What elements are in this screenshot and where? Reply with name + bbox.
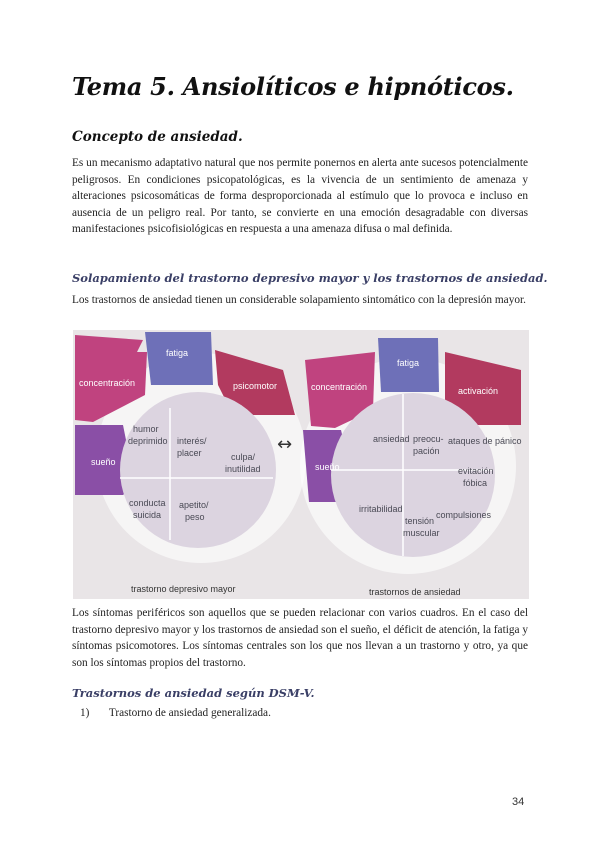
symptom-overlap-figure: concentración fatiga psicomotor sueño hu…	[73, 330, 529, 599]
depression-outer-fatiga: fatiga	[166, 348, 188, 358]
overlap-intro-paragraph: Los trastornos de ansiedad tienen un con…	[72, 294, 526, 306]
page-number: 34	[512, 796, 525, 808]
anxiety-outer-activacion: activación	[458, 386, 498, 396]
overlap-diagram: concentración fatiga psicomotor sueño hu…	[73, 330, 529, 599]
anxiety-inner-tension: tensión muscular	[403, 516, 440, 538]
section-heading-overlap: Solapamiento del trastorno depresivo may…	[72, 271, 548, 285]
depression-diagram: concentración fatiga psicomotor sueño hu…	[75, 332, 306, 594]
anxiety-inner-preocupacion: preocu-pación	[413, 434, 444, 456]
double-arrow-icon: ↔	[277, 434, 292, 455]
depression-core	[120, 392, 276, 548]
anxiety-core	[331, 393, 495, 557]
anxiety-outer-sueno: sueño	[315, 462, 340, 472]
anxiety-inner-evitacion: evitación fóbica	[458, 466, 494, 488]
anxiety-activacion-piece	[445, 352, 521, 425]
anxiety-inner-compulsiones: compulsiones	[436, 510, 492, 520]
depression-fatiga-piece	[145, 332, 213, 385]
depression-caption: trastorno depresivo mayor	[131, 584, 236, 594]
anxiety-concentracion-piece	[305, 352, 375, 428]
depression-inner-culpa: culpa/inutilidad	[225, 452, 261, 474]
anxiety-diagram: concentración fatiga activación sueño an…	[300, 338, 522, 597]
list-item: 1) Trastorno de ansiedad generalizada.	[80, 707, 271, 719]
depression-inner-conducta: conducta suicida	[129, 498, 166, 520]
dsm-list: 1) Trastorno de ansiedad generalizada.	[80, 707, 271, 719]
anxiety-fatiga-piece	[378, 338, 439, 392]
anxiety-inner-ansiedad: ansiedad	[373, 434, 410, 444]
depression-outer-concentracion: concentración	[79, 378, 135, 388]
depression-psicomotor-piece	[215, 350, 295, 415]
page-title: Tema 5. Ansiolíticos e hipnóticos.	[72, 72, 514, 101]
anxiety-inner-irritabilidad: irritabilidad	[359, 504, 403, 514]
overlap-after-paragraph: Los síntomas periféricos son aquellos qu…	[72, 607, 528, 669]
anxiety-inner-ataques: ataques de pánico	[448, 436, 522, 446]
depression-concentracion-block	[75, 352, 147, 422]
concept-paragraph: Es un mecanismo adaptativo natural que n…	[72, 157, 528, 236]
anxiety-outer-fatiga: fatiga	[397, 358, 419, 368]
list-item-number: 1)	[80, 707, 90, 719]
list-item-text: Trastorno de ansiedad generalizada.	[108, 707, 271, 719]
depression-outer-sueno: sueño	[91, 457, 116, 467]
anxiety-caption: trastornos de ansiedad	[369, 587, 461, 597]
depression-outer-psicomotor: psicomotor	[233, 381, 277, 391]
section-heading-dsm: Trastornos de ansiedad según DSM-V.	[72, 686, 315, 700]
anxiety-outer-concentracion: concentración	[311, 382, 367, 392]
depression-inner-interes: interés/placer	[177, 436, 207, 458]
section-heading-concept: Concepto de ansiedad.	[72, 129, 243, 145]
depression-inner-apetito: apetito/peso	[179, 500, 209, 522]
depression-inner-humor: humor deprimido	[128, 424, 168, 446]
